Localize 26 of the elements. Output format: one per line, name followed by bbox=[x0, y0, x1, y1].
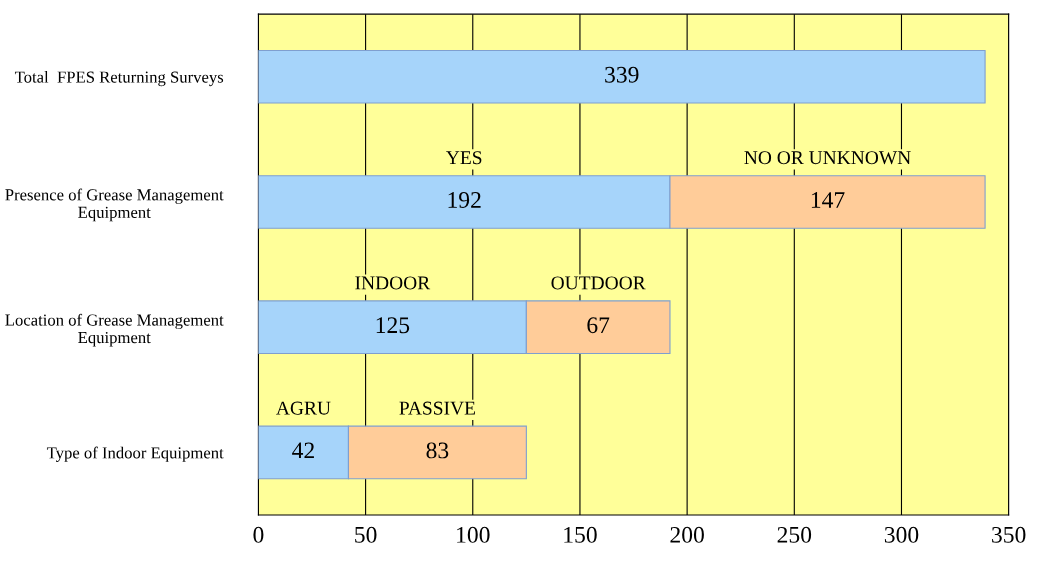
x-tick-label: 0 bbox=[253, 526, 264, 543]
data-label: 192 bbox=[448, 192, 481, 208]
annotation: OUTDOOR bbox=[551, 276, 646, 290]
x-tick-label: 200 bbox=[670, 526, 704, 543]
x-tick-label: 50 bbox=[355, 526, 377, 543]
data-label: 147 bbox=[811, 192, 845, 208]
annotation: NO OR UNKNOWN bbox=[744, 151, 911, 165]
y-tick-label: Location of Grease Management Equipment bbox=[5, 313, 224, 347]
data-label: 67 bbox=[587, 317, 610, 334]
x-tick-label: 350 bbox=[992, 526, 1026, 543]
data-label: 125 bbox=[376, 317, 410, 334]
x-tick-label: 300 bbox=[884, 526, 919, 543]
bar bbox=[258, 49, 986, 104]
annotation: INDOOR bbox=[355, 276, 431, 290]
annotation: PASSIVE bbox=[399, 401, 475, 415]
y-tick-label: Type of Indoor Equipment bbox=[46, 446, 224, 462]
y-tick-label: Presence of Grease Management Equipment bbox=[5, 188, 224, 222]
data-label: 42 bbox=[292, 442, 314, 459]
data-label: 83 bbox=[426, 442, 449, 459]
annotation: YES bbox=[446, 151, 482, 165]
data-label: 339 bbox=[605, 66, 639, 83]
x-tick-label: 100 bbox=[457, 526, 490, 543]
x-tick-label: 250 bbox=[777, 526, 812, 543]
annotation: AGRU bbox=[276, 401, 331, 415]
y-tick-label: Total FPES Returning Surveys bbox=[14, 70, 224, 87]
x-tick-label: 150 bbox=[564, 526, 597, 543]
